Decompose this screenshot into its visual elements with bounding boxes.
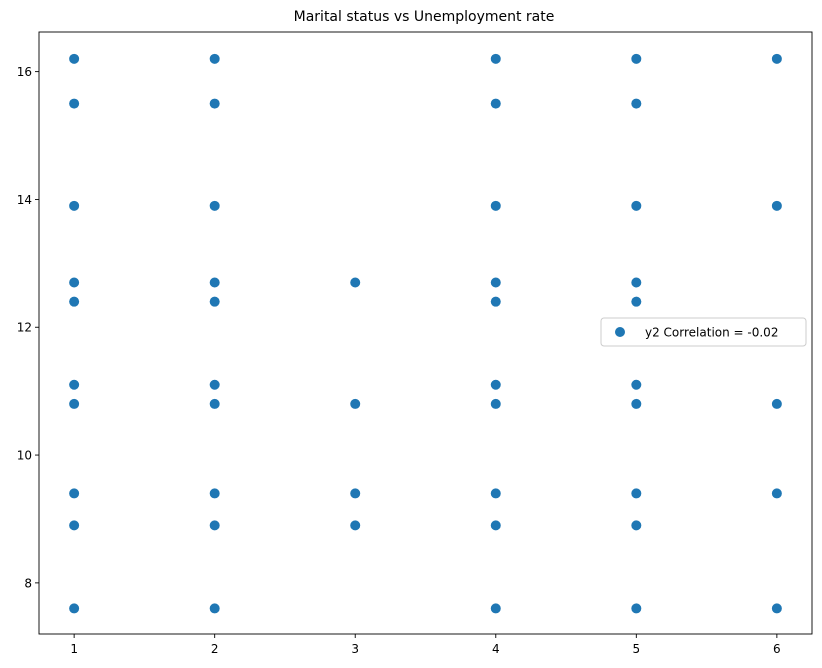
scatter-point	[631, 98, 642, 109]
scatter-point	[209, 53, 220, 64]
scatter-point	[490, 53, 501, 64]
scatter-point	[209, 277, 220, 288]
plot-frame	[38, 31, 813, 635]
scatter-point	[631, 488, 642, 499]
chart-title: Marital status vs Unemployment rate	[294, 9, 555, 25]
scatter-point	[771, 200, 782, 211]
scatter-point	[631, 277, 642, 288]
scatter-point	[490, 488, 501, 499]
scatter-point	[209, 98, 220, 109]
x-tick-label: 6	[773, 642, 781, 656]
scatter-point	[771, 488, 782, 499]
scatter-point	[69, 488, 80, 499]
scatter-point	[631, 520, 642, 531]
x-tick-label: 5	[632, 642, 640, 656]
scatter-point	[771, 53, 782, 64]
x-tick-label: 2	[211, 642, 219, 656]
scatter-point	[209, 520, 220, 531]
legend: y2 Correlation = -0.02	[600, 317, 807, 347]
scatter-point	[69, 200, 80, 211]
x-tick-label: 1	[70, 642, 78, 656]
scatter-point	[209, 398, 220, 409]
x-axis: 1 2 3 4 5 6	[70, 634, 781, 656]
scatter-point	[771, 398, 782, 409]
scatter-point	[490, 603, 501, 614]
scatter-point	[631, 200, 642, 211]
scatter-point	[69, 277, 80, 288]
scatter-point	[490, 277, 501, 288]
scatter-point	[350, 398, 361, 409]
scatter-point	[350, 277, 361, 288]
y-tick-label: 8	[24, 576, 32, 590]
scatter-point	[69, 379, 80, 390]
legend-marker	[615, 327, 625, 337]
scatter-point	[350, 520, 361, 531]
scatter-point	[209, 488, 220, 499]
scatter-point	[69, 296, 80, 307]
scatter-point	[490, 296, 501, 307]
scatter-point	[631, 398, 642, 409]
legend-box	[600, 317, 807, 347]
scatter-point	[490, 379, 501, 390]
scatter-point	[209, 200, 220, 211]
scatter-point	[631, 53, 642, 64]
y-axis: 8 10 12 14 16	[17, 65, 39, 590]
scatter-point	[209, 603, 220, 614]
x-tick-label: 4	[492, 642, 500, 656]
x-tick-label: 3	[351, 642, 359, 656]
y-tick-label: 16	[17, 65, 32, 79]
scatter-point	[490, 98, 501, 109]
scatter-point	[69, 98, 80, 109]
scatter-point	[209, 379, 220, 390]
points-layer	[69, 53, 782, 614]
scatter-point	[69, 520, 80, 531]
scatter-point	[771, 603, 782, 614]
scatter-point	[209, 296, 220, 307]
scatter-point	[350, 488, 361, 499]
scatter-point	[69, 398, 80, 409]
scatter-point	[631, 296, 642, 307]
scatter-point	[490, 398, 501, 409]
y-tick-label: 10	[17, 449, 32, 463]
scatter-point	[631, 603, 642, 614]
scatter-point	[490, 520, 501, 531]
scatter-point	[631, 379, 642, 390]
scatter-point	[490, 200, 501, 211]
y-tick-label: 14	[17, 193, 32, 207]
scatter-point	[69, 603, 80, 614]
scatter-point	[69, 53, 80, 64]
legend-label: y2 Correlation = -0.02	[645, 326, 778, 340]
y-tick-label: 12	[17, 321, 32, 335]
